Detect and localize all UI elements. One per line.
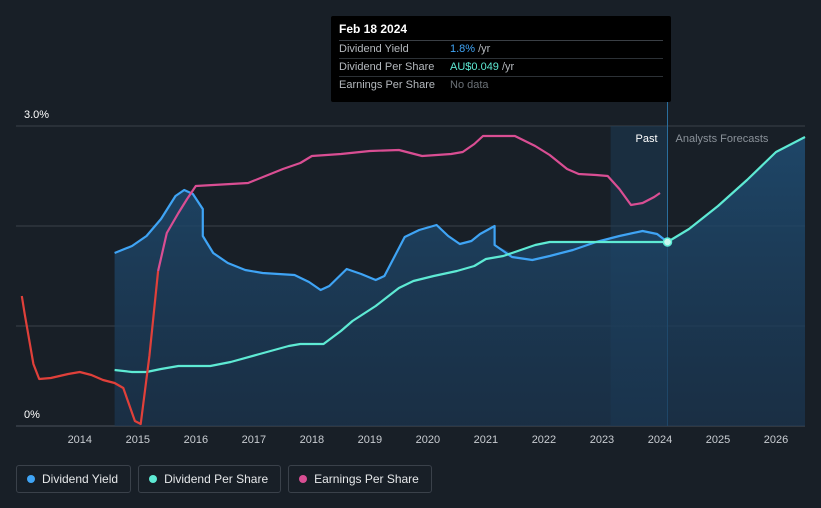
legend-label: Earnings Per Share <box>314 472 419 486</box>
legend: Dividend Yield Dividend Per Share Earnin… <box>16 465 432 493</box>
x-tick-label: 2016 <box>184 434 208 446</box>
x-tick-label: 2018 <box>300 434 324 446</box>
dividend-yield-area <box>114 137 806 426</box>
x-tick-label: 2020 <box>416 434 440 446</box>
tooltip-label: Earnings Per Share <box>339 79 435 91</box>
x-tick-label: 2021 <box>474 434 498 446</box>
eps-line <box>157 134 661 272</box>
legend-dot-icon <box>27 475 35 483</box>
region-labels: Past Analysts Forecasts <box>635 133 768 145</box>
x-tick-label: 2024 <box>648 434 672 446</box>
tooltip-value: 1.8% <box>450 43 476 55</box>
tooltip-row-earnings-per-share: Earnings Per Share No data <box>339 77 663 94</box>
tooltip-label: Dividend Yield <box>339 43 409 55</box>
y-tick-label: 0% <box>24 409 40 421</box>
today-marker <box>662 237 673 247</box>
series-lines <box>20 134 806 426</box>
legend-label: Dividend Per Share <box>164 472 269 486</box>
legend-dividend-per-share[interactable]: Dividend Per Share <box>138 465 282 493</box>
tooltip-value: No data <box>450 79 489 91</box>
y-axis-labels: 3.0% 0% <box>24 109 49 421</box>
tooltip-row-dividend-yield: Dividend Yield 1.8% /yr <box>339 41 663 59</box>
chart-marks <box>662 237 673 247</box>
tooltip-row-dividend-per-share: Dividend Per Share AU$0.049 /yr <box>339 59 663 77</box>
x-tick-label: 2014 <box>68 434 92 446</box>
past-label: Past <box>635 133 657 145</box>
legend-earnings-per-share[interactable]: Earnings Per Share <box>288 465 432 493</box>
tooltip-unit: /yr <box>501 61 515 73</box>
x-tick-label: 2026 <box>764 434 788 446</box>
eps-line-negative-segment <box>20 270 160 426</box>
x-axis-ticks: 2014 2015 2016 2017 2018 2019 2020 2021 2022 2023… <box>68 434 789 446</box>
x-tick-label: 2015 <box>126 434 150 446</box>
legend-dot-icon <box>299 475 308 483</box>
x-tick-label: 2019 <box>358 434 382 446</box>
legend-dot-icon <box>149 475 158 483</box>
tooltip-label: Dividend Per Share <box>339 61 435 73</box>
x-tick-label: 2025 <box>706 434 730 446</box>
x-tick-label: 2022 <box>532 434 556 446</box>
y-tick-label: 3.0% <box>24 109 49 121</box>
tooltip-value: AU$0.049 <box>450 61 499 73</box>
dps-line <box>114 136 806 374</box>
legend-dividend-yield[interactable]: Dividend Yield <box>16 465 132 493</box>
forecast-label: Analysts Forecasts <box>676 133 769 145</box>
area-fill <box>114 137 806 426</box>
yield-line <box>114 188 669 292</box>
legend-label: Dividend Yield <box>42 472 119 486</box>
tooltip-unit: /yr <box>478 43 491 55</box>
tooltip-date: Feb 18 2024 <box>339 16 663 41</box>
x-tick-label: 2023 <box>590 434 614 446</box>
x-tick-label: 2017 <box>242 434 266 446</box>
hover-tooltip: Feb 18 2024 Dividend Yield 1.8% /yr Divi… <box>331 16 671 102</box>
